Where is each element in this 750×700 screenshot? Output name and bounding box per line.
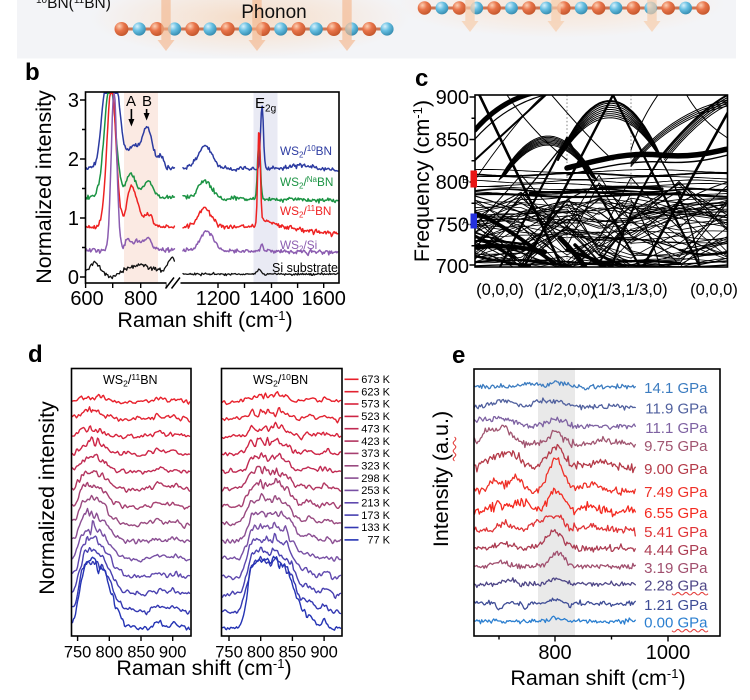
svg-text:7.49 GPa: 7.49 GPa: [644, 484, 708, 501]
svg-text:373 K: 373 K: [361, 448, 390, 460]
svg-text:Raman shift (cm-1): Raman shift (cm-1): [117, 308, 292, 332]
svg-text:323 K: 323 K: [361, 460, 390, 472]
svg-text:800: 800: [538, 642, 571, 664]
svg-text:B: B: [462, 174, 469, 186]
svg-text:d: d: [28, 341, 43, 368]
svg-text:Normalized intensity: Normalized intensity: [35, 401, 59, 595]
svg-text:523 K: 523 K: [361, 411, 390, 423]
svg-text:11.1 GPa: 11.1 GPa: [645, 420, 708, 437]
svg-text:6.55 GPa: 6.55 GPa: [644, 505, 708, 522]
svg-text:c: c: [415, 65, 428, 92]
svg-text:WS2/10BN: WS2/10BN: [280, 144, 332, 160]
svg-text:1600: 1600: [301, 288, 346, 310]
svg-text:WS2/11BN: WS2/11BN: [103, 372, 158, 389]
svg-text:623 K: 623 K: [361, 386, 390, 398]
svg-text:750: 750: [215, 644, 243, 662]
svg-text:Si substrate: Si substrate: [272, 261, 338, 275]
svg-text:1400: 1400: [249, 288, 294, 310]
svg-text:9.00 GPa: 9.00 GPa: [644, 461, 708, 478]
svg-text:e: e: [452, 342, 465, 369]
svg-text:173 K: 173 K: [361, 510, 390, 522]
svg-text:673 K: 673 K: [361, 374, 390, 386]
svg-text:133 K: 133 K: [361, 522, 390, 534]
svg-text:3.19 GPa: 3.19 GPa: [644, 560, 708, 577]
svg-text:900: 900: [159, 644, 187, 662]
svg-text:800: 800: [124, 288, 157, 310]
svg-text:213 K: 213 K: [361, 498, 390, 510]
svg-text:1.21 GPa: 1.21 GPa: [644, 597, 708, 614]
svg-text:(0,0,0): (0,0,0): [476, 281, 524, 299]
svg-text:800: 800: [247, 644, 275, 662]
svg-text:253 K: 253 K: [361, 485, 390, 497]
svg-text:WS2/Si: WS2/Si: [280, 238, 317, 253]
svg-text:850: 850: [279, 644, 307, 662]
svg-text:800: 800: [96, 644, 124, 662]
svg-text:5.41 GPa: 5.41 GPa: [644, 524, 708, 541]
svg-text:1: 1: [68, 208, 79, 230]
svg-text:473 K: 473 K: [361, 423, 390, 435]
svg-text:573 K: 573 K: [361, 399, 390, 411]
svg-text:2: 2: [68, 149, 79, 171]
svg-text:A: A: [126, 93, 136, 110]
svg-text:800: 800: [436, 172, 469, 194]
svg-text:2.28 GPa: 2.28 GPa: [644, 578, 708, 595]
svg-text:WS2/10BN: WS2/10BN: [253, 372, 308, 389]
svg-text:B: B: [142, 93, 152, 110]
svg-text:Raman shift (cm-1): Raman shift (cm-1): [510, 666, 685, 690]
svg-text:14.1 GPa: 14.1 GPa: [644, 380, 708, 397]
svg-text:298 K: 298 K: [361, 473, 390, 485]
svg-text:A: A: [462, 216, 469, 228]
svg-text:WS2/NaBN: WS2/NaBN: [280, 175, 333, 191]
svg-text:Phonon: Phonon: [241, 2, 307, 23]
svg-text:11.9 GPa: 11.9 GPa: [645, 400, 708, 417]
svg-text:Intensity (a.u.): Intensity (a.u.): [429, 411, 453, 547]
svg-text:Frequency (cm-1): Frequency (cm-1): [410, 100, 434, 262]
svg-text:750: 750: [436, 215, 469, 237]
svg-text:750: 750: [64, 644, 92, 662]
svg-text:4.44 GPa: 4.44 GPa: [644, 542, 708, 559]
svg-text:1200: 1200: [196, 288, 241, 310]
svg-text:77 K: 77 K: [367, 535, 390, 547]
svg-text:423 K: 423 K: [361, 436, 390, 448]
svg-text:Raman shift (cm-1): Raman shift (cm-1): [116, 656, 291, 680]
svg-text:1000: 1000: [646, 642, 691, 664]
svg-text:WS2/11BN: WS2/11BN: [280, 204, 331, 220]
svg-text:900: 900: [310, 644, 338, 662]
svg-text:900: 900: [436, 87, 469, 109]
svg-text:b: b: [25, 59, 40, 86]
svg-text:(1/3,1/3,0): (1/3,1/3,0): [592, 281, 667, 299]
svg-text:9.75 GPa: 9.75 GPa: [644, 438, 708, 455]
svg-text:600: 600: [70, 288, 103, 310]
svg-text:(0,0,0): (0,0,0): [690, 281, 738, 299]
svg-text:0.00 GPa: 0.00 GPa: [644, 615, 708, 632]
svg-text:(1/2,0,0): (1/2,0,0): [534, 281, 595, 299]
svg-text:10BN(11BN): 10BN(11BN): [36, 0, 111, 12]
svg-text:850: 850: [127, 644, 155, 662]
svg-text:850: 850: [436, 130, 469, 152]
svg-text:700: 700: [436, 256, 469, 278]
svg-text:Normalized intensity: Normalized intensity: [32, 90, 56, 284]
svg-text:0: 0: [68, 267, 79, 289]
svg-text:3: 3: [68, 90, 79, 112]
